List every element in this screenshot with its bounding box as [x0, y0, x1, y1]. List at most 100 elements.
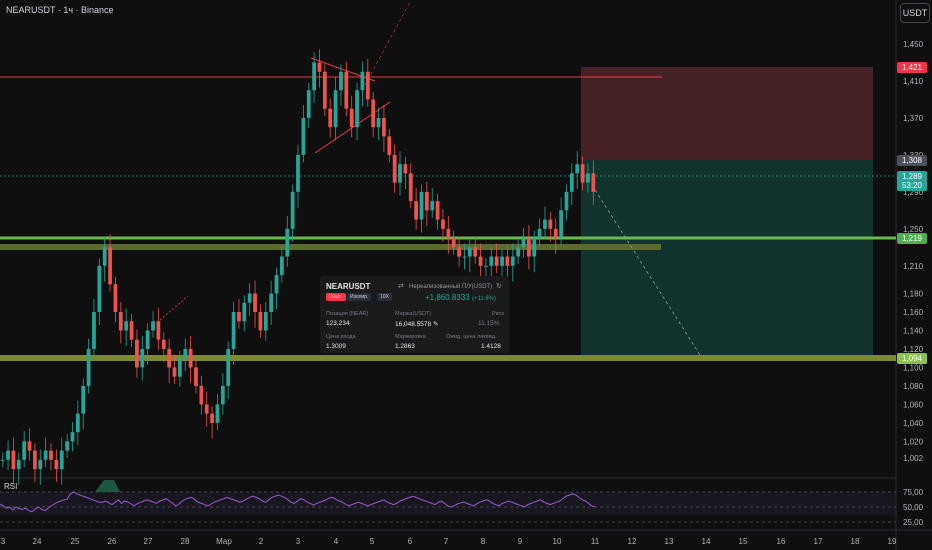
x-tick-label: 18	[851, 537, 860, 546]
candle-body	[360, 71, 365, 91]
candle-body	[575, 164, 580, 174]
price-label-text: 1,308	[902, 156, 923, 165]
candle-body	[0, 459, 5, 461]
candle-body	[306, 90, 311, 118]
edit-icon[interactable]: ✎	[432, 321, 439, 328]
x-tick-label: Мар	[216, 537, 232, 546]
price-label-text: 1,289	[902, 172, 923, 181]
candle-body	[473, 247, 478, 257]
lower-support-band[interactable]	[0, 355, 896, 361]
triangle-upper-line[interactable]	[310, 57, 376, 82]
candle-body	[408, 173, 413, 202]
price-label-box	[897, 353, 927, 364]
y-tick-label: 1,002	[903, 454, 924, 463]
candle-body	[339, 71, 343, 91]
candle-body	[33, 450, 37, 470]
candle-body	[108, 247, 112, 285]
x-tick-label: 6	[408, 537, 413, 546]
x-tick-label: 17	[814, 537, 823, 546]
candle-body	[505, 256, 510, 266]
candle-body	[494, 256, 499, 266]
x-tick-label: 27	[144, 537, 153, 546]
x-tick-label: 4	[334, 537, 339, 546]
share-icon[interactable]: ↻	[496, 283, 502, 290]
candle-body	[118, 311, 123, 331]
x-tick-label: 11	[591, 537, 600, 546]
candle-body	[38, 459, 43, 470]
field-label: Цена входа	[326, 334, 356, 340]
swap-icon[interactable]: ⇄	[398, 283, 404, 290]
candle-body	[376, 117, 381, 128]
candle-body	[430, 201, 435, 211]
candle-body	[344, 71, 349, 109]
x-tick-label: 14	[702, 537, 711, 546]
x-tick-label: 12	[628, 537, 637, 546]
candle-body	[424, 191, 429, 211]
candle-body	[333, 90, 338, 128]
candle-body	[75, 413, 80, 433]
x-tick-label: 2	[259, 537, 264, 546]
x-tick-label: 19	[888, 537, 897, 546]
y-tick-label: 1,180	[903, 290, 924, 299]
price-label-text: 1,421	[902, 63, 923, 72]
candle-body	[258, 311, 263, 331]
candle-body	[263, 311, 268, 331]
y-tick-label: 1,250	[903, 225, 924, 234]
candle-body	[151, 321, 155, 331]
candle-body	[382, 117, 386, 137]
take-profit-zone[interactable]	[581, 160, 873, 358]
candle-body	[489, 256, 494, 266]
position-card[interactable]: NEARUSDT ⇄ Нереализованный П/У(USDT) ↻ Ш…	[320, 276, 509, 353]
candle-body	[124, 321, 129, 331]
candle-body	[349, 108, 354, 128]
field-label: Позиция (NEAR)	[326, 311, 369, 317]
candle-body	[580, 164, 585, 183]
candle-body	[296, 154, 300, 192]
side-badge: Шорт	[326, 293, 346, 301]
candle-body	[467, 247, 472, 257]
candle-body	[398, 164, 402, 183]
candle-body	[510, 256, 515, 266]
candle-body	[419, 191, 424, 220]
candle-body	[247, 293, 252, 303]
y-tick-label: 1,140	[903, 326, 924, 335]
currency-button[interactable]: USDT	[900, 3, 930, 23]
candle-body	[500, 256, 504, 266]
y-tick-label: 1,370	[903, 114, 924, 123]
support-band[interactable]	[0, 244, 661, 250]
candle-body	[129, 321, 134, 340]
breakout-projection	[364, 1, 411, 86]
y-tick-label: 1,060	[903, 400, 924, 409]
x-tick-label: 3	[296, 537, 301, 546]
y-tick-label: 1,290	[903, 188, 924, 197]
price-label-box	[897, 233, 927, 244]
triangle-lower-line[interactable]	[314, 101, 391, 154]
candle-body	[156, 321, 161, 340]
price-label-box	[897, 171, 927, 191]
x-tick-label: 10	[553, 537, 562, 546]
candle-body	[569, 173, 574, 192]
y-tick-label: 1,210	[903, 262, 924, 271]
y-tick-label: 1,120	[903, 345, 924, 354]
candle-body	[317, 62, 322, 72]
candle-body	[269, 293, 274, 312]
candle-body	[280, 256, 284, 276]
price-label-text: 1,219	[902, 234, 923, 243]
candle-body	[371, 99, 376, 128]
candle-body	[457, 247, 461, 257]
candle-body	[194, 367, 198, 386]
candle-body	[521, 238, 526, 248]
candle-body	[102, 247, 107, 266]
rsi-tick-label: 75,00	[903, 488, 924, 497]
candle-body	[451, 238, 456, 248]
stop-loss-zone[interactable]	[581, 67, 873, 160]
x-tick-label: 13	[665, 537, 674, 546]
candle-body	[553, 228, 558, 239]
candle-body	[167, 348, 172, 368]
candle-body	[16, 459, 21, 470]
candle-body	[242, 302, 247, 322]
candle-body	[237, 311, 241, 322]
y-tick-label: 1,020	[903, 437, 924, 446]
candle-body	[183, 348, 188, 359]
